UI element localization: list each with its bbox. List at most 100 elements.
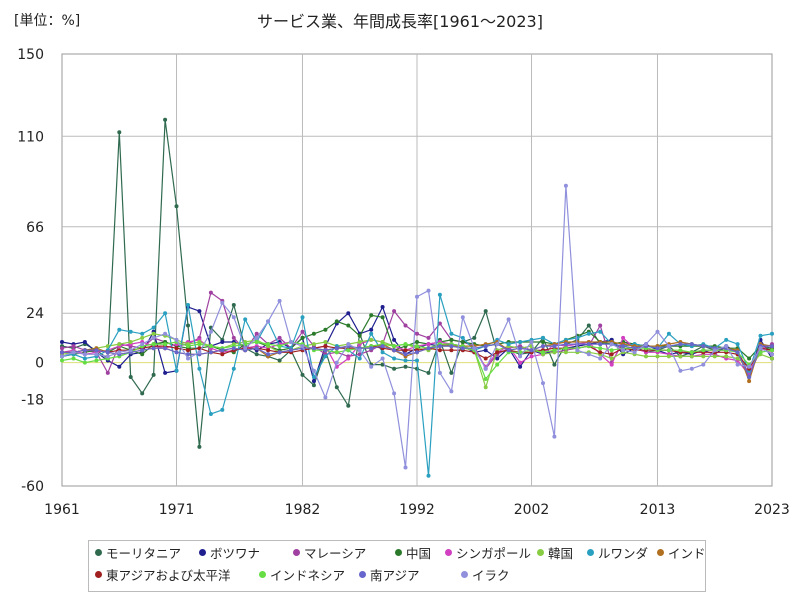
data-point xyxy=(655,329,660,334)
legend-label: ルワンダ xyxy=(598,546,649,561)
data-point xyxy=(403,342,408,347)
data-point xyxy=(689,366,694,371)
data-point xyxy=(586,352,591,357)
data-point xyxy=(300,335,305,340)
data-point xyxy=(323,354,328,359)
x-tick-label: 2013 xyxy=(640,502,676,518)
legend-item: ルワンダ xyxy=(587,543,648,562)
data-point xyxy=(758,333,763,338)
data-point xyxy=(483,344,488,349)
legend-label: インド xyxy=(668,546,706,561)
data-point xyxy=(747,379,752,384)
legend-label: ボツワナ xyxy=(210,546,261,561)
data-point xyxy=(220,352,225,357)
data-point xyxy=(563,350,568,355)
data-point xyxy=(678,342,683,347)
data-point xyxy=(266,342,271,347)
data-point xyxy=(369,346,374,351)
data-point xyxy=(552,362,557,367)
data-point xyxy=(735,350,740,355)
data-point xyxy=(231,303,236,307)
data-point xyxy=(163,331,168,336)
legend-marker xyxy=(359,571,366,578)
data-point xyxy=(94,348,99,353)
legend-label: 中国 xyxy=(406,546,432,561)
data-point xyxy=(644,354,648,359)
data-point xyxy=(369,337,374,342)
data-point xyxy=(552,344,557,349)
data-point xyxy=(392,366,397,371)
data-point xyxy=(586,323,591,328)
data-point xyxy=(426,370,431,375)
data-point xyxy=(163,346,168,351)
data-point xyxy=(117,130,122,135)
data-point xyxy=(621,335,626,340)
data-point xyxy=(724,354,729,359)
data-point xyxy=(529,354,534,359)
data-point xyxy=(403,364,408,369)
legend-marker xyxy=(293,549,300,556)
data-point xyxy=(552,434,557,439)
data-point xyxy=(437,321,442,326)
data-point xyxy=(415,344,419,349)
data-point xyxy=(300,329,305,334)
x-tick-label: 2023 xyxy=(754,502,790,518)
data-point xyxy=(163,370,168,375)
y-tick-label: 66 xyxy=(26,220,44,236)
data-point xyxy=(701,348,706,353)
data-point xyxy=(460,346,465,351)
data-point xyxy=(598,323,603,328)
data-point xyxy=(483,348,488,353)
data-point xyxy=(586,342,591,347)
data-point xyxy=(449,337,454,342)
data-point xyxy=(495,362,500,367)
data-point xyxy=(311,331,316,336)
data-point xyxy=(586,331,591,336)
data-point xyxy=(346,342,351,347)
data-point xyxy=(678,368,683,373)
data-point xyxy=(426,346,431,351)
data-point xyxy=(541,381,545,386)
legend-label: モーリタニア xyxy=(106,546,182,561)
data-point xyxy=(140,348,145,353)
data-point xyxy=(311,346,316,351)
data-point xyxy=(289,340,293,344)
data-point xyxy=(323,340,328,344)
data-point xyxy=(117,364,122,369)
data-point xyxy=(174,204,179,209)
data-point xyxy=(71,344,76,349)
data-point xyxy=(712,348,717,353)
data-point xyxy=(163,311,168,316)
data-point xyxy=(334,385,339,390)
data-point xyxy=(105,354,110,359)
data-point xyxy=(220,340,225,344)
data-point xyxy=(518,340,523,344)
data-point xyxy=(483,385,488,390)
data-point xyxy=(472,346,477,351)
legend-item: インド xyxy=(657,543,706,562)
data-point xyxy=(151,335,156,340)
data-point xyxy=(506,317,511,322)
data-point xyxy=(403,465,408,470)
data-point xyxy=(311,342,316,347)
data-point xyxy=(655,354,660,359)
legend-marker xyxy=(395,549,402,556)
data-point xyxy=(208,290,213,295)
data-point xyxy=(346,356,351,361)
data-point xyxy=(770,344,774,349)
data-point xyxy=(105,344,110,349)
data-point xyxy=(449,331,454,336)
data-point xyxy=(334,319,339,324)
data-point xyxy=(174,368,179,373)
data-point xyxy=(426,342,431,347)
data-point xyxy=(163,117,168,122)
legend-label: 韓国 xyxy=(548,546,574,561)
data-point xyxy=(506,348,511,353)
data-point xyxy=(311,368,316,373)
data-point xyxy=(323,327,328,332)
data-point xyxy=(701,362,706,367)
data-point xyxy=(403,352,408,357)
data-point xyxy=(346,348,351,353)
y-tick-label: 110 xyxy=(17,129,44,145)
y-axis-ticks: 150 110 66 24 0 -18 -60 xyxy=(17,47,44,495)
